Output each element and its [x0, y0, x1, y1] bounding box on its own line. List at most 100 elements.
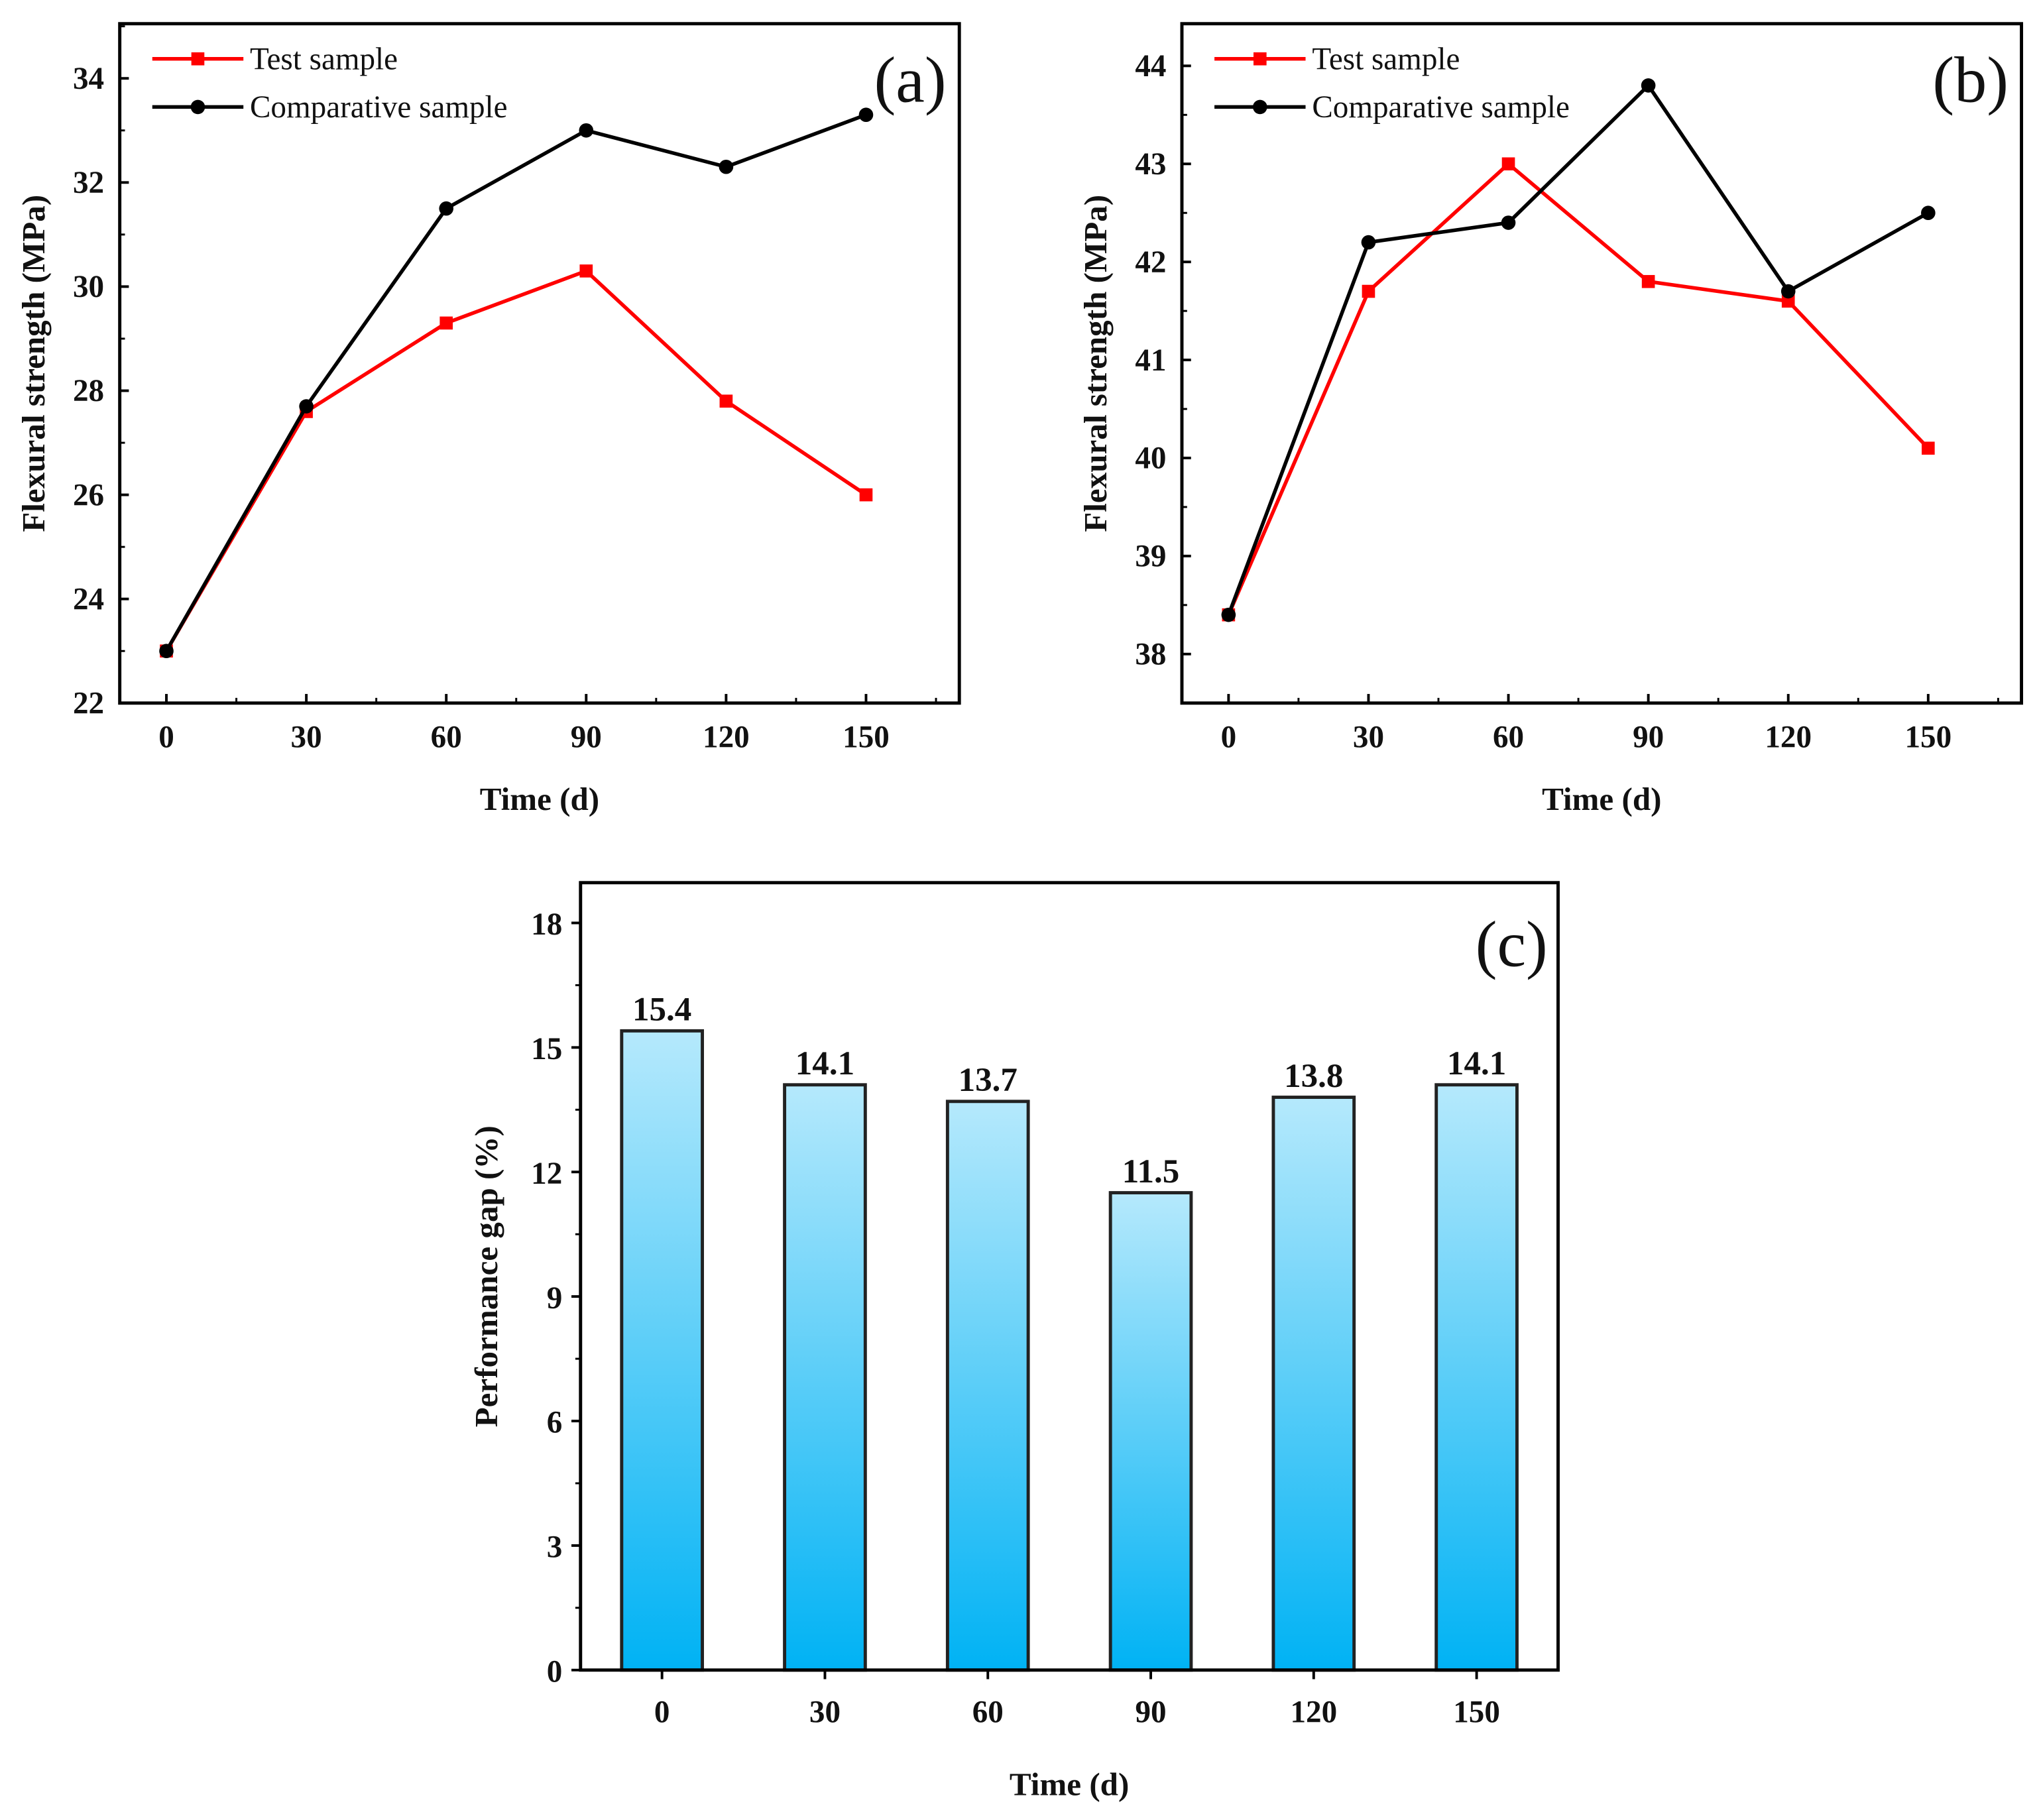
- x-tick-label: 0: [654, 1695, 670, 1729]
- data-point: [719, 394, 733, 408]
- y-tick-label: 3: [547, 1530, 563, 1565]
- plot-frame: [1180, 22, 2023, 705]
- y-tick-label: 30: [73, 270, 104, 304]
- series-line-1: [1226, 82, 1930, 616]
- x-tick-label: 150: [843, 720, 890, 755]
- x-axis-label: Time (d): [1542, 781, 1661, 817]
- data-point: [1780, 284, 1796, 299]
- y-tick-label: 26: [73, 478, 104, 512]
- legend-marker: [1253, 52, 1267, 66]
- plot-frame: [579, 881, 1560, 1672]
- data-point: [1362, 284, 1375, 298]
- x-tick-label: 120: [703, 720, 750, 755]
- plot-frame: [118, 22, 961, 705]
- data-point: [1921, 441, 1935, 455]
- bar-data-label: 14.1: [795, 1045, 854, 1082]
- legend-label: Comparative sample: [250, 90, 508, 125]
- x-tick-label: 120: [1765, 720, 1812, 755]
- y-tick-label: 0: [547, 1654, 563, 1689]
- data-point: [859, 488, 873, 502]
- y-axis-label: Flexural strength (MPa): [15, 195, 52, 532]
- series-line-0: [1226, 161, 1930, 616]
- x-tick-label: 60: [1493, 720, 1524, 755]
- x-axis-label: Time (d): [1010, 1766, 1129, 1802]
- data-point: [299, 399, 314, 414]
- y-tick-label: 12: [531, 1157, 562, 1191]
- x-tick-label: 60: [431, 720, 462, 755]
- legend-label: Test sample: [250, 42, 398, 76]
- data-point: [1921, 205, 1936, 221]
- data-point: [1641, 78, 1656, 93]
- panel-label: (c): [1476, 909, 1548, 980]
- series-line-0: [164, 268, 868, 652]
- legend-label: Comparative sample: [1312, 90, 1570, 125]
- x-axis-label: Time (d): [480, 781, 599, 817]
- bar-data-label: 13.8: [1284, 1058, 1343, 1095]
- y-tick-label: 24: [73, 582, 104, 616]
- bar-data-label: 15.4: [632, 992, 691, 1029]
- x-tick-label: 60: [972, 1695, 1004, 1729]
- data-point: [1501, 157, 1515, 171]
- data-point: [1221, 607, 1236, 622]
- y-tick-label: 34: [73, 62, 104, 96]
- bar: [783, 1083, 867, 1672]
- y-tick-label: 38: [1135, 638, 1166, 672]
- data-point: [1361, 235, 1376, 250]
- panel-label: (a): [874, 45, 947, 117]
- y-tick-label: 28: [73, 374, 104, 408]
- data-point: [1501, 215, 1516, 230]
- y-tick-label: 43: [1135, 147, 1166, 182]
- x-tick-label: 150: [1904, 720, 1952, 755]
- data-point: [579, 264, 593, 278]
- x-tick-label: 90: [1135, 1695, 1166, 1729]
- y-tick-label: 6: [547, 1406, 563, 1440]
- chart-panel-a: 0 30 60 90 120 150 22 24 26 28 30 32 34 Time (d) Flexu…: [15, 22, 961, 817]
- y-tick-label: 18: [531, 907, 562, 942]
- x-tick-label: 0: [158, 720, 174, 755]
- legend-marker: [190, 99, 205, 115]
- x-tick-label: 30: [809, 1695, 841, 1729]
- x-tick-label: 30: [291, 720, 322, 755]
- y-tick-label: 42: [1135, 245, 1166, 280]
- x-tick-label: 30: [1353, 720, 1384, 755]
- y-tick-label: 22: [73, 686, 104, 720]
- bar: [1108, 1191, 1193, 1672]
- legend-marker: [1253, 99, 1267, 115]
- legend-marker: [191, 52, 205, 66]
- y-axis-label: Flexural strength (MPa): [1077, 195, 1114, 532]
- legend-label: Test sample: [1312, 42, 1460, 76]
- x-tick-label: 0: [1221, 720, 1237, 755]
- data-point: [439, 316, 453, 330]
- panel-label: (b): [1932, 45, 2008, 117]
- data-point: [1781, 294, 1795, 308]
- data-point: [579, 123, 594, 138]
- bar: [1434, 1083, 1519, 1672]
- y-tick-label: 15: [531, 1032, 562, 1066]
- y-tick-label: 40: [1135, 441, 1166, 476]
- y-tick-label: 32: [73, 166, 104, 200]
- x-tick-label: 90: [571, 720, 602, 755]
- y-tick-label: 44: [1135, 49, 1166, 84]
- y-tick-label: 39: [1135, 540, 1166, 574]
- data-point: [439, 201, 454, 216]
- bar-data-label: 11.5: [1122, 1153, 1180, 1190]
- y-tick-label: 41: [1135, 343, 1166, 378]
- bar-data-label: 13.7: [959, 1062, 1018, 1099]
- bar: [945, 1100, 1030, 1672]
- x-tick-label: 150: [1453, 1695, 1500, 1729]
- bar: [620, 1029, 705, 1672]
- series-line-1: [164, 113, 867, 652]
- y-tick-label: 9: [547, 1281, 563, 1316]
- chart-panel-c: 15.4 14.1 13.7 11.5 13.8 14.1 0 30 60 90 120 150 0 3 6…: [468, 881, 1560, 1802]
- x-tick-label: 120: [1290, 1695, 1337, 1729]
- data-point: [159, 644, 174, 659]
- bar-data-label: 14.1: [1447, 1045, 1506, 1082]
- data-point: [719, 159, 734, 174]
- bar: [1271, 1096, 1356, 1672]
- data-point: [858, 107, 874, 123]
- y-axis-label: Performance gap (%): [468, 1125, 504, 1427]
- data-point: [1641, 274, 1655, 288]
- chart-panel-b: 0 30 60 90 120 150 38 39 40 41 42 43 44 Time (d) Flexu…: [1077, 22, 2023, 817]
- x-tick-label: 90: [1633, 720, 1664, 755]
